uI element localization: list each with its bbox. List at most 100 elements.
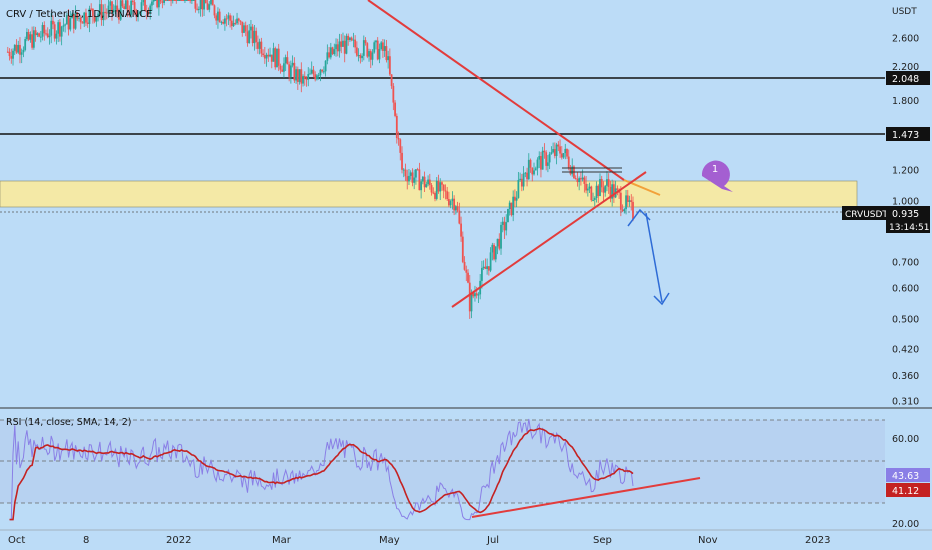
candle: [380, 42, 383, 49]
candle: [57, 22, 60, 34]
candle: [566, 148, 568, 157]
candle: [118, 11, 120, 20]
candle: [168, 0, 171, 1]
candle: [355, 47, 358, 56]
candle: [467, 272, 469, 283]
candle: [449, 201, 452, 206]
candle: [616, 188, 619, 190]
candle: [104, 11, 106, 13]
candle: [241, 21, 244, 33]
candle: [64, 24, 67, 26]
candle: [12, 50, 14, 59]
candle: [151, 1, 153, 6]
candle: [416, 169, 419, 171]
candle: [310, 69, 313, 74]
candle: [368, 51, 370, 57]
candle: [88, 8, 91, 24]
countdown: 13:14:51: [889, 223, 929, 233]
candle: [465, 269, 468, 273]
candle: [303, 75, 306, 79]
candle: [569, 167, 572, 175]
candle: [593, 197, 596, 200]
candle: [173, 0, 176, 1]
candle: [548, 153, 551, 163]
candle: [105, 12, 108, 14]
candle: [260, 41, 263, 54]
candle: [484, 266, 487, 269]
candle: [441, 182, 443, 185]
candle: [498, 238, 501, 249]
candle: [307, 74, 310, 80]
ticker-tag: [842, 206, 886, 220]
price-tick-label: 0.500: [892, 315, 919, 326]
candle: [135, 10, 138, 18]
candle: [312, 69, 315, 75]
candle: [423, 176, 426, 188]
candle: [298, 69, 301, 82]
candle: [578, 178, 581, 183]
candle: [250, 26, 252, 31]
candle: [555, 144, 558, 157]
candle: [243, 25, 245, 33]
candle: [154, 0, 157, 1]
candle: [592, 199, 594, 201]
candle: [83, 12, 86, 24]
candle: [156, 0, 159, 8]
candle: [576, 179, 579, 183]
candle: [383, 46, 386, 51]
candle: [22, 49, 25, 53]
marker-bubble[interactable]: [701, 160, 733, 192]
candle: [283, 63, 285, 72]
candle: [524, 172, 527, 174]
candle: [599, 179, 601, 197]
level-tag-2048: [886, 71, 930, 85]
candle: [316, 75, 318, 80]
candle: [522, 173, 525, 187]
candle: [585, 183, 588, 191]
candle: [331, 47, 334, 55]
candle: [626, 195, 629, 202]
candle: [314, 74, 317, 80]
price-tick-label: 0.700: [892, 257, 919, 268]
candle: [322, 71, 325, 73]
candle: [421, 176, 424, 182]
candle: [223, 18, 226, 24]
candle: [279, 65, 282, 70]
candle: [225, 18, 228, 20]
candle: [336, 44, 339, 52]
time-label: May: [379, 535, 400, 546]
candle: [402, 169, 405, 171]
candle: [623, 209, 626, 212]
candle: [86, 22, 89, 24]
level-tag-1473: [886, 127, 930, 141]
candle: [442, 184, 445, 191]
candle: [36, 33, 39, 36]
candle: [590, 186, 593, 201]
candle: [435, 180, 438, 199]
candle: [406, 176, 409, 182]
candle: [289, 65, 292, 77]
currency-label: USDT: [892, 7, 917, 17]
candle: [269, 54, 271, 57]
candle: [425, 184, 428, 188]
rsi-divergence-line: [471, 477, 701, 518]
ascending-trendline: [451, 171, 647, 308]
candle: [288, 64, 291, 77]
candle: [32, 30, 35, 48]
candle: [493, 244, 495, 260]
candle: [359, 55, 362, 59]
price-axis-panel[interactable]: [885, 0, 932, 550]
candle: [62, 25, 65, 27]
candle: [503, 221, 506, 231]
candle: [399, 139, 402, 153]
candle: [397, 138, 400, 140]
candle: [472, 292, 475, 297]
candle: [192, 0, 195, 1]
candle: [302, 75, 304, 84]
time-label: Nov: [698, 535, 718, 546]
candle: [38, 33, 40, 37]
candle: [529, 159, 532, 168]
time-axis[interactable]: Oct 8 2022 Mar May Jul Sep Nov 2023: [8, 535, 830, 546]
candle: [126, 0, 129, 12]
